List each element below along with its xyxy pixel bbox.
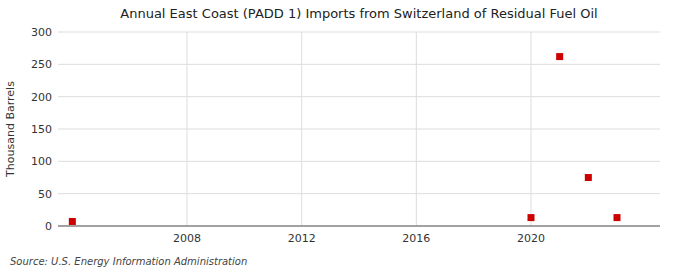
background xyxy=(0,0,675,275)
y-tick-label: 100 xyxy=(31,155,52,168)
x-tick-label: 2020 xyxy=(517,232,545,245)
point xyxy=(585,174,592,181)
x-tick-label: 2012 xyxy=(288,232,316,245)
point xyxy=(528,214,535,221)
y-grid-line xyxy=(58,161,660,162)
y-tick-label: 200 xyxy=(31,91,52,104)
x-tick-label: 2008 xyxy=(173,232,201,245)
y-tick-label: 50 xyxy=(38,188,52,201)
y-grid-line xyxy=(58,64,660,65)
y-tick-labels: 0 50 100 150 200 250 300 xyxy=(31,26,52,233)
x-tick-label: 2016 xyxy=(402,232,430,245)
source: Source: U.S. Energy Information Administ… xyxy=(10,256,247,267)
x-tick-labels: 2008 2012 2016 2020 xyxy=(173,232,545,245)
y-tick-label: 300 xyxy=(31,26,52,39)
y-grid-line xyxy=(58,226,660,227)
y-grid-line xyxy=(58,96,660,97)
x-grid-line xyxy=(301,32,302,226)
chart: 2008 2012 2016 2020 0 50 100 150 200 250 300 Thousa… xyxy=(0,0,675,275)
point xyxy=(614,214,621,221)
y-grid-line xyxy=(58,129,660,130)
y-tick-label: 250 xyxy=(31,58,52,71)
grid xyxy=(58,32,660,226)
title: Annual East Coast (PADD 1) Imports from … xyxy=(120,6,597,21)
y-tick-label: 0 xyxy=(45,220,52,233)
y-tick-label: 150 xyxy=(31,123,52,136)
point xyxy=(556,53,563,60)
x-grid-line xyxy=(531,32,532,226)
point xyxy=(69,218,76,225)
x-grid-line xyxy=(416,32,417,226)
y-axis-label: Thousand Barrels xyxy=(4,81,17,178)
y-grid-line xyxy=(58,193,660,194)
x-grid-line xyxy=(187,32,188,226)
y-grid-line xyxy=(58,32,660,33)
points xyxy=(69,53,621,225)
x-axis-line xyxy=(58,226,660,227)
